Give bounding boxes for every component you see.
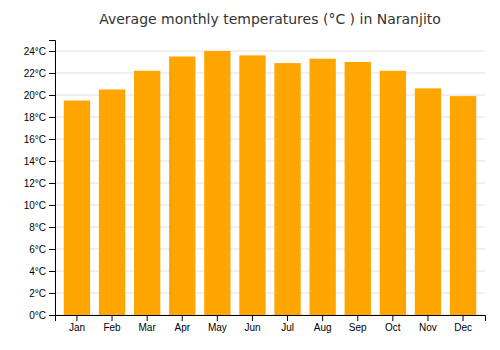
- bars: [64, 51, 476, 315]
- y-tick-mark: [49, 227, 55, 228]
- y-tick: 14°C: [24, 156, 55, 167]
- x-tick-label: May: [208, 322, 227, 333]
- y-tick-mark: [49, 73, 55, 74]
- x-tick: Oct: [385, 315, 401, 333]
- x-tick: Jun: [244, 315, 260, 333]
- x-tick-mark: [322, 315, 323, 321]
- y-tick: 2°C: [29, 288, 55, 299]
- x-tick-label: Jul: [281, 322, 294, 333]
- bar: [309, 59, 335, 315]
- y-tick-label: 16°C: [24, 134, 46, 145]
- x-tick: Sep: [349, 315, 367, 333]
- y-tick-label: 24°C: [24, 46, 46, 57]
- x-tick-mark: [147, 315, 148, 321]
- bar: [380, 71, 406, 315]
- x-tick: Aug: [314, 315, 332, 333]
- y-tick: 24°C: [24, 46, 55, 57]
- x-tick-label: Apr: [174, 322, 190, 333]
- plot: 0°C 2°C 4°C 6°C 8°C 10°C 12°C 14°C 16°C 18°C 20°C 2…: [24, 41, 486, 334]
- x-tick: Nov: [419, 315, 437, 333]
- bar: [169, 57, 195, 316]
- y-tick: 10°C: [24, 200, 55, 211]
- x-tick-mark: [287, 315, 288, 321]
- bar: [345, 62, 371, 315]
- x-tick: Dec: [454, 315, 472, 333]
- y-tick-label: 20°C: [24, 90, 46, 101]
- y-axis: 0°C 2°C 4°C 6°C 8°C 10°C 12°C 14°C 16°C 18°C 20°C 2…: [24, 41, 56, 321]
- y-axis-line: [49, 41, 56, 316]
- x-tick: Apr: [174, 315, 190, 333]
- y-tick-mark: [49, 293, 55, 294]
- bar: [64, 101, 90, 316]
- y-tick-mark: [49, 139, 55, 140]
- y-tick: 0°C: [29, 310, 55, 321]
- y-tick-mark: [49, 315, 55, 316]
- y-tick-label: 0°C: [29, 310, 46, 321]
- x-tick-label: Dec: [454, 322, 472, 333]
- y-tick-label: 2°C: [29, 288, 46, 299]
- x-tick-mark: [357, 315, 358, 321]
- y-tick: 16°C: [24, 134, 55, 145]
- bar: [450, 96, 476, 315]
- x-tick-label: Sep: [349, 322, 367, 333]
- y-tick: 20°C: [24, 90, 55, 101]
- bar: [99, 90, 125, 316]
- y-tick-mark: [49, 161, 55, 162]
- grid-line: [55, 73, 485, 74]
- x-tick: Jan: [69, 315, 85, 333]
- x-tick: Feb: [103, 315, 121, 333]
- bar: [274, 63, 300, 315]
- x-tick-mark: [427, 315, 428, 321]
- chart: 0°C 2°C 4°C 6°C 8°C 10°C 12°C 14°C 16°C 18°C 20°C 2…: [0, 0, 500, 350]
- x-tick: Jul: [281, 315, 294, 333]
- x-tick-mark: [392, 315, 393, 321]
- x-tick: Mar: [139, 315, 157, 333]
- x-tick-mark: [76, 315, 77, 321]
- y-tick-label: 10°C: [24, 200, 46, 211]
- y-tick-label: 18°C: [24, 112, 46, 123]
- bar: [134, 71, 160, 315]
- x-tick-label: Mar: [139, 322, 157, 333]
- x-tick-label: Jan: [69, 322, 85, 333]
- x-tick-label: Jun: [244, 322, 260, 333]
- x-tick: May: [208, 315, 227, 333]
- x-tick-label: Oct: [385, 322, 401, 333]
- x-axis: Jan Feb Mar Apr May Jun Jul Aug Sep Oct Nov Dec: [56, 315, 486, 333]
- title: Average monthly temperatures (°C ) in Na…: [99, 11, 441, 27]
- y-tick: 8°C: [29, 222, 55, 233]
- x-tick-mark: [182, 315, 183, 321]
- y-tick-label: 14°C: [24, 156, 46, 167]
- y-tick-mark: [49, 271, 55, 272]
- y-tick: 12°C: [24, 178, 55, 189]
- bar: [239, 55, 265, 315]
- x-tick-mark: [217, 315, 218, 321]
- x-tick-label: Feb: [103, 322, 121, 333]
- y-tick: 4°C: [29, 266, 55, 277]
- y-tick-mark: [49, 249, 55, 250]
- grid-line: [55, 51, 485, 52]
- x-tick-mark: [112, 315, 113, 321]
- bar: [204, 51, 230, 315]
- y-tick: 6°C: [29, 244, 55, 255]
- y-tick-mark: [49, 117, 55, 118]
- y-tick-mark: [49, 205, 55, 206]
- y-tick-label: 4°C: [29, 266, 46, 277]
- x-tick-mark: [252, 315, 253, 321]
- y-tick: 22°C: [24, 68, 55, 79]
- x-tick-label: Nov: [419, 322, 437, 333]
- y-tick-mark: [49, 51, 55, 52]
- y-tick-mark: [49, 183, 55, 184]
- grid: [55, 51, 485, 315]
- y-tick-label: 22°C: [24, 68, 46, 79]
- y-tick: 18°C: [24, 112, 55, 123]
- y-tick-label: 6°C: [29, 244, 46, 255]
- x-tick-mark: [463, 315, 464, 321]
- y-tick-label: 8°C: [29, 222, 46, 233]
- y-tick-mark: [49, 95, 55, 96]
- x-axis-line: [56, 316, 486, 322]
- y-tick-label: 12°C: [24, 178, 46, 189]
- bar: [415, 88, 441, 315]
- x-tick-label: Aug: [314, 322, 332, 333]
